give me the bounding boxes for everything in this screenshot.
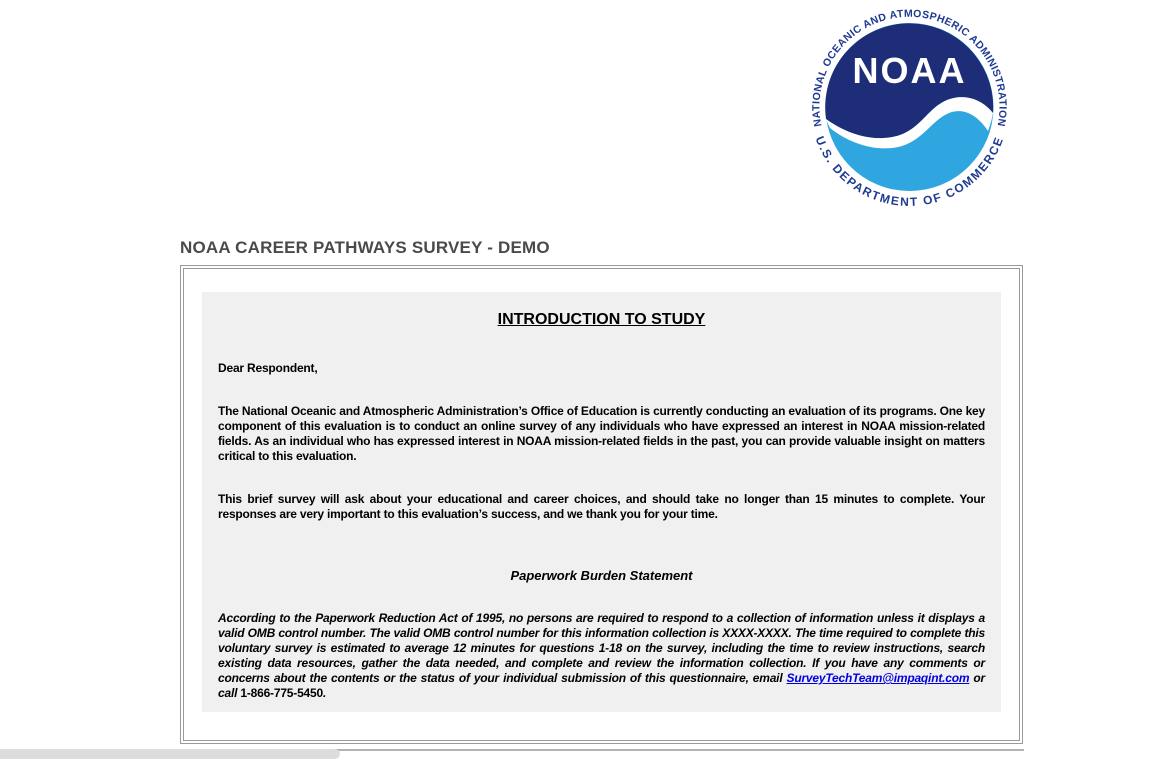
intro-paragraph-1: The National Oceanic and Atmospheric Adm… — [218, 404, 985, 463]
noaa-emblem-sky — [825, 23, 994, 139]
noaa-wordmark: NOAA — [853, 50, 967, 91]
intro-heading: INTRODUCTION TO STUDY — [218, 310, 985, 329]
burden-text-end: . — [322, 686, 327, 700]
burden-statement-heading: Paperwork Burden Statement — [510, 568, 693, 583]
survey-tech-team-email-link[interactable]: SurveyTechTeam@impaqint.com — [786, 671, 970, 685]
noaa-gull-icon — [826, 97, 993, 149]
burden-text-before-email: According to the Paperwork Reduction Act… — [218, 611, 985, 685]
intro-paragraph-2: This brief survey will ask about your ed… — [218, 492, 985, 521]
horizontal-scrollbar-track[interactable] — [0, 749, 1024, 759]
survey-box: INTRODUCTION TO STUDY Dear Respondent, T… — [180, 265, 1023, 744]
burden-statement-paragraph: According to the Paperwork Reduction Act… — [218, 611, 985, 701]
intro-heading-text: INTRODUCTION TO STUDY — [497, 311, 706, 328]
phone-number: 1-866-775-5450 — [240, 686, 323, 700]
burden-text-after-email: or call — [218, 671, 986, 700]
intro-panel: INTRODUCTION TO STUDY Dear Respondent, T… — [202, 292, 1001, 712]
horizontal-scrollbar-thumb[interactable] — [0, 749, 340, 759]
noaa-logo-svg: NOAA NATIONAL OCEANIC AND ATMOSPHERIC AD… — [810, 8, 1008, 209]
page-title: NOAA CAREER PATHWAYS SURVEY - DEMO — [180, 238, 550, 257]
salutation: Dear Respondent, — [218, 361, 318, 375]
noaa-logo: NOAA NATIONAL OCEANIC AND ATMOSPHERIC AD… — [792, 1, 1027, 213]
